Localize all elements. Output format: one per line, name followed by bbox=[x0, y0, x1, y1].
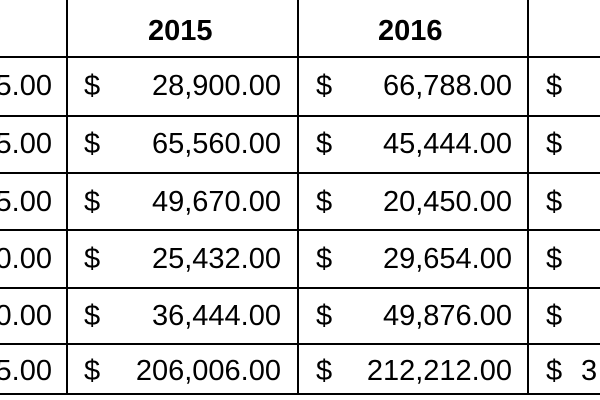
grid-line-vertical bbox=[297, 0, 299, 393]
currency-symbol: $ bbox=[546, 128, 563, 160]
currency-symbol: $ bbox=[316, 355, 333, 387]
grid-line-vertical bbox=[527, 0, 529, 393]
cell-2015-row2: 65,560.00 bbox=[151, 128, 281, 160]
cell-2016-row3: 20,450.00 bbox=[382, 186, 512, 218]
cell-2015-row3: 49,670.00 bbox=[151, 186, 281, 218]
cell-2015-row4: 25,432.00 bbox=[151, 243, 281, 275]
cell-last-partial-row6: 3 bbox=[581, 355, 598, 387]
currency-symbol: $ bbox=[546, 300, 563, 332]
grid-line-horizontal bbox=[0, 343, 600, 345]
currency-symbol: $ bbox=[84, 300, 101, 332]
grid-line-horizontal bbox=[0, 393, 600, 395]
cell-col0-row6: 5.00 bbox=[0, 355, 52, 387]
grid-line-vertical bbox=[66, 0, 68, 393]
cell-col0-row3: 5.00 bbox=[0, 186, 52, 218]
currency-symbol: $ bbox=[546, 243, 563, 275]
currency-symbol: $ bbox=[84, 186, 101, 218]
currency-symbol: $ bbox=[546, 186, 563, 218]
grid-line-horizontal bbox=[0, 229, 600, 231]
cell-2016-row1: 66,788.00 bbox=[382, 70, 512, 102]
cell-2015-row1: 28,900.00 bbox=[151, 70, 281, 102]
grid-line-horizontal bbox=[0, 115, 600, 117]
grid-line-horizontal bbox=[0, 287, 600, 289]
currency-symbol: $ bbox=[316, 128, 333, 160]
currency-symbol: $ bbox=[316, 243, 333, 275]
cell-col0-row2: 5.00 bbox=[0, 128, 52, 160]
cell-2016-row6: 212,212.00 bbox=[366, 355, 512, 387]
grid-line-horizontal bbox=[0, 172, 600, 174]
cell-2016-row4: 29,654.00 bbox=[382, 243, 512, 275]
currency-symbol: $ bbox=[84, 355, 101, 387]
currency-symbol: $ bbox=[84, 70, 101, 102]
currency-symbol: $ bbox=[546, 70, 563, 102]
currency-symbol: $ bbox=[316, 186, 333, 218]
cell-col0-row1: 5.00 bbox=[0, 70, 52, 102]
cell-2015-row5: 36,444.00 bbox=[151, 300, 281, 332]
currency-symbol: $ bbox=[316, 70, 333, 102]
cell-2016-row5: 49,876.00 bbox=[382, 300, 512, 332]
cell-col0-row4: 0.00 bbox=[0, 243, 52, 275]
cell-2015-row6: 206,006.00 bbox=[135, 355, 281, 387]
grid-line-horizontal bbox=[0, 56, 600, 58]
header-2016: 2016 bbox=[378, 15, 443, 47]
currency-symbol: $ bbox=[546, 355, 563, 387]
cell-2016-row2: 45,444.00 bbox=[382, 128, 512, 160]
header-2015: 2015 bbox=[148, 15, 213, 47]
currency-symbol: $ bbox=[84, 243, 101, 275]
currency-symbol: $ bbox=[316, 300, 333, 332]
currency-symbol: $ bbox=[84, 128, 101, 160]
cell-col0-row5: 0.00 bbox=[0, 300, 52, 332]
